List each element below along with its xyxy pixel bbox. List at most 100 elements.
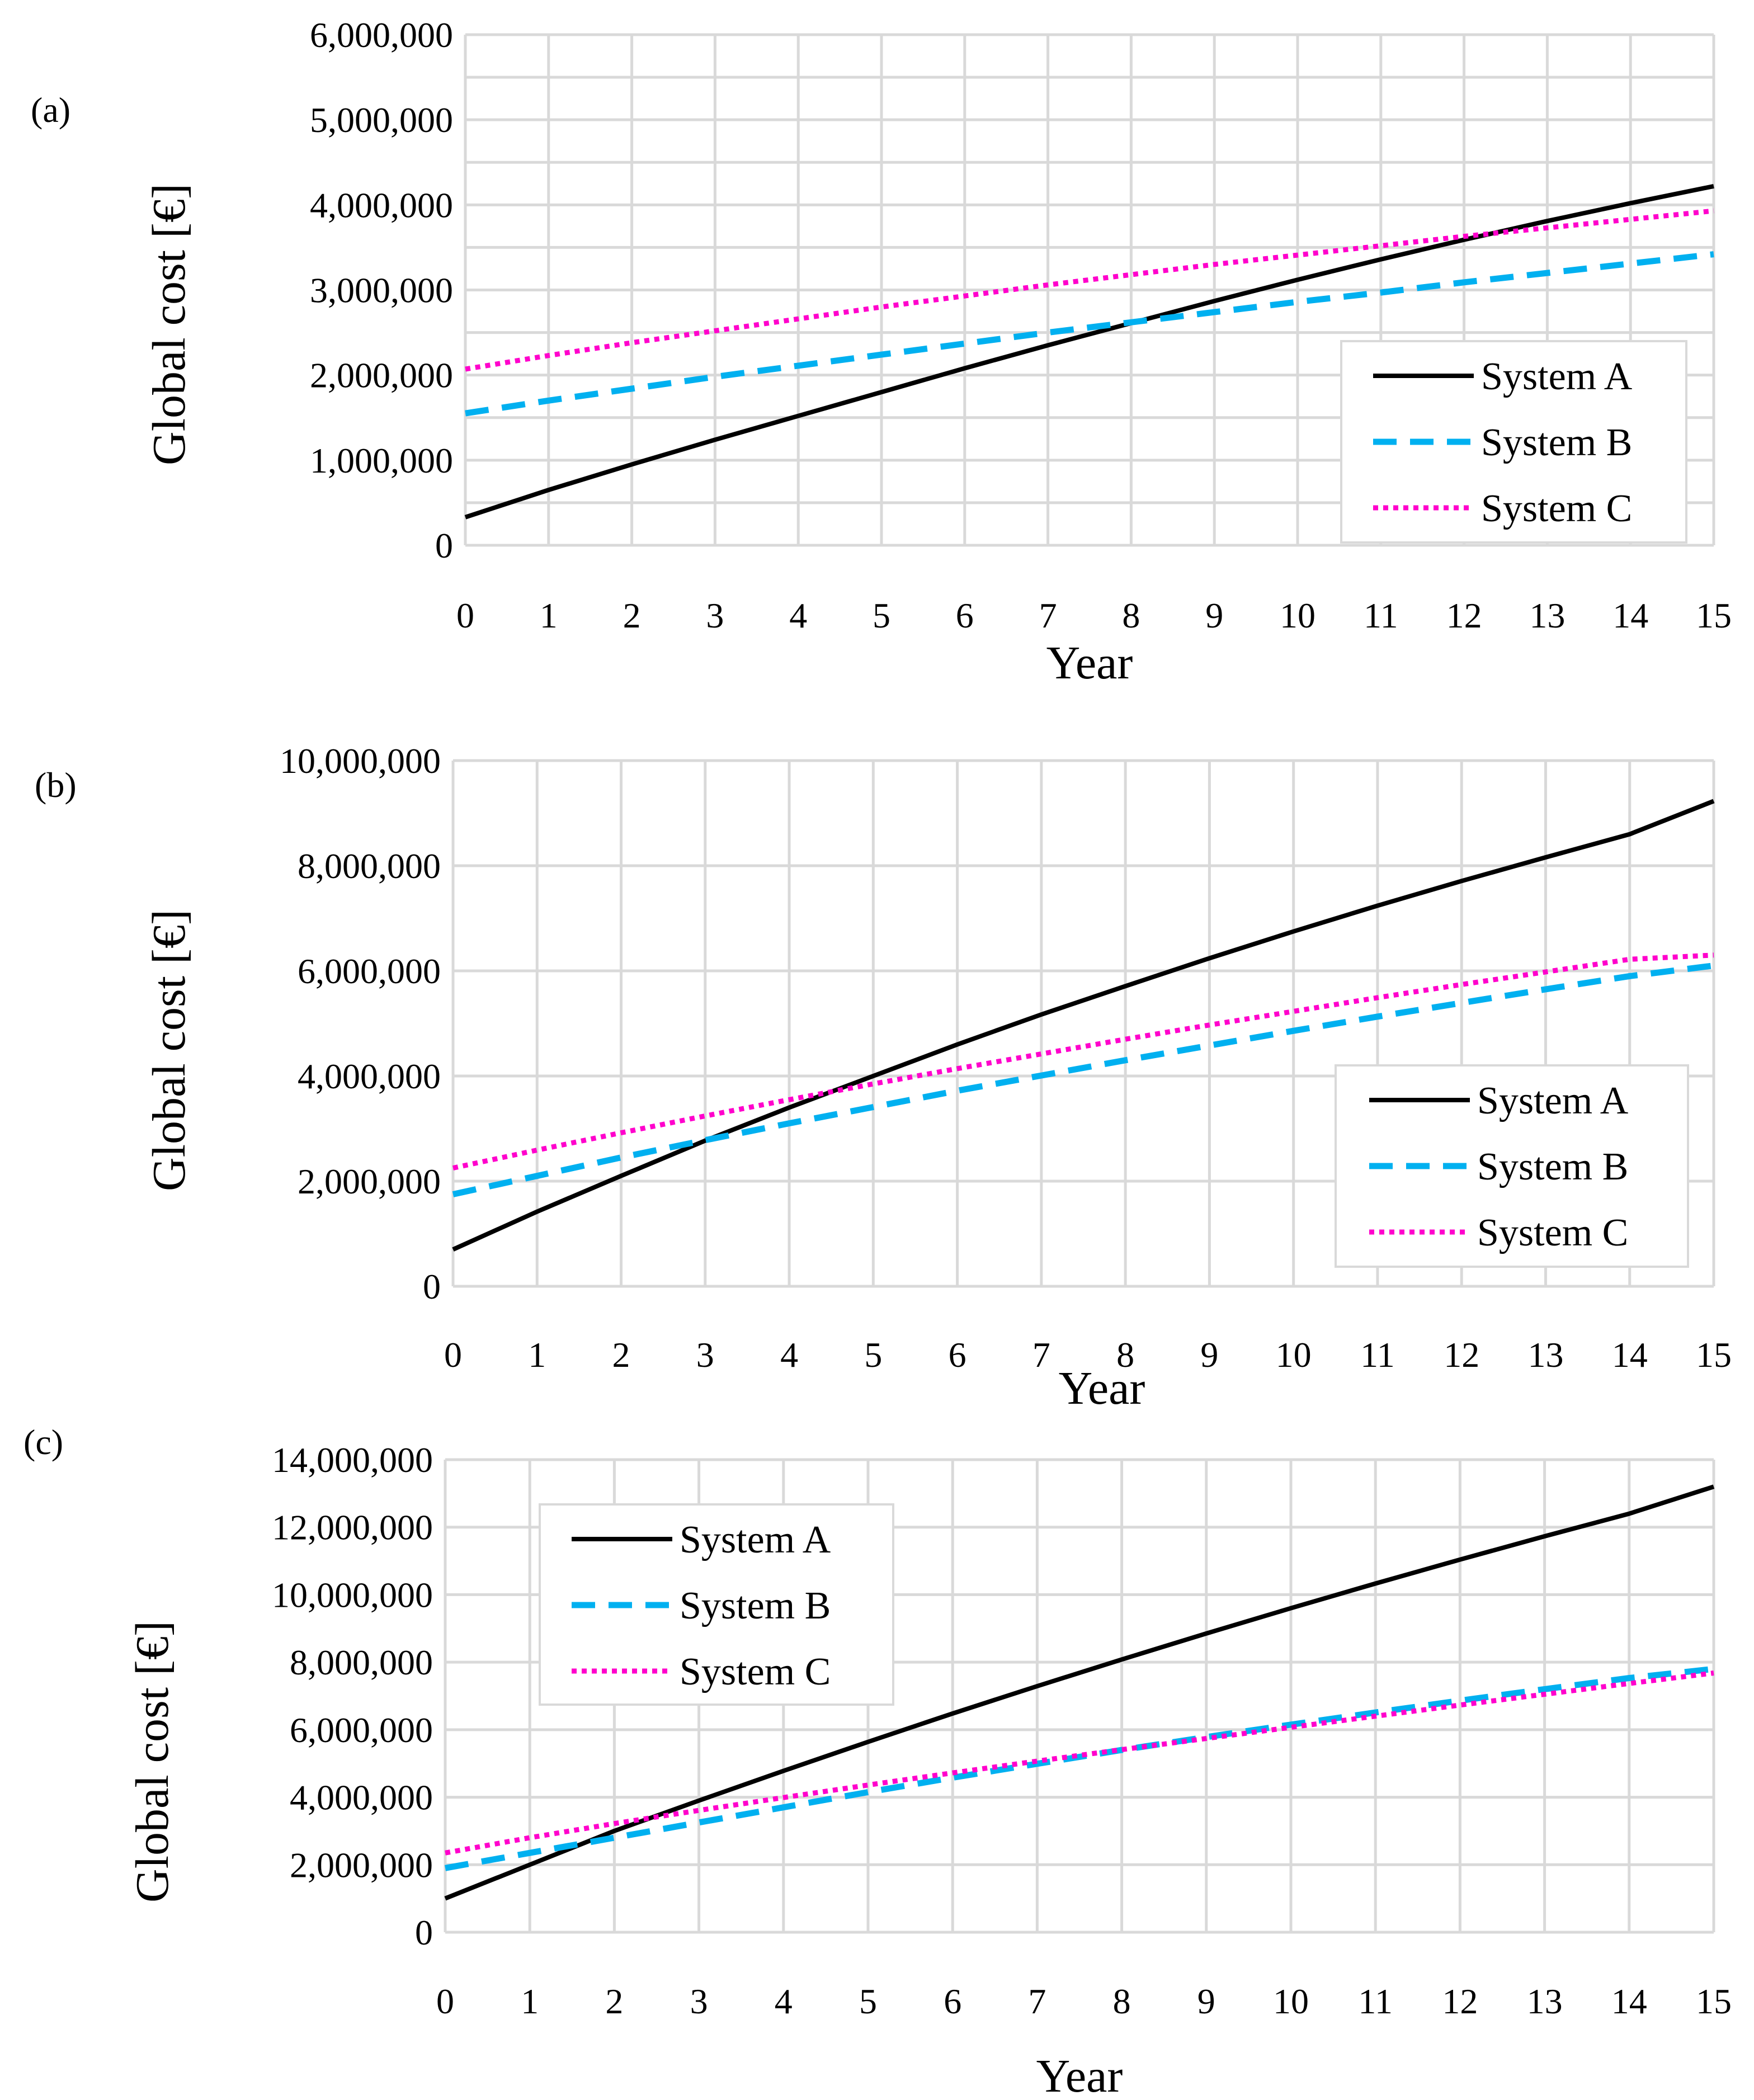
series-line-system-c [452,952,1714,1171]
y-tick-label: 14,000,000 [272,1440,433,1480]
x-tick-label: 8 [1122,596,1140,635]
series-lines [452,799,1715,1252]
series-line-system-c [445,1670,1714,1856]
y-tick-label: 3,000,000 [310,271,453,310]
y-tick-label: 6,000,000 [298,951,441,991]
series-line-system-b [465,251,1714,417]
x-tick-label: 9 [1197,1981,1215,2021]
x-tick-label: 4 [775,1981,793,2021]
x-axis-title: Year [1046,637,1133,689]
x-tick-label: 10 [1280,596,1315,635]
x-tick-label: 1 [521,1981,539,2021]
x-tick-label: 7 [1028,1981,1046,2021]
x-tick-label: 10 [1276,1335,1312,1375]
legend-label-system-a: System A [680,1518,831,1561]
panel-label: (c) [23,1422,63,1462]
x-tick-label: 13 [1527,1981,1563,2021]
y-tick-label: 1,000,000 [310,441,453,480]
y-tick-label: 4,000,000 [290,1778,433,1818]
y-tick-labels: 0 2,000,000 4,000,000 6,000,000 8,000,000 10,… [280,741,441,1306]
x-tick-label: 2 [612,1335,630,1375]
y-tick-label: 10,000,000 [272,1575,433,1615]
series-lines [464,183,1714,520]
x-tick-labels: 0 1 2 3 4 5 6 7 8 9 10 11 12 13 14 15 [444,1335,1732,1375]
x-tick-label: 5 [859,1981,877,2021]
x-tick-label: 13 [1529,596,1565,635]
legend-label-system-b: System B [1477,1145,1628,1188]
y-tick-label: 4,000,000 [298,1056,441,1096]
y-tick-label: 2,000,000 [310,356,453,395]
y-tick-label: 0 [423,1267,441,1306]
x-tick-label: 14 [1611,1981,1647,2021]
legend-label-system-c: System C [1477,1211,1628,1254]
x-tick-label: 4 [780,1335,798,1375]
x-tick-label: 11 [1364,596,1398,635]
y-tick-label: 2,000,000 [290,1845,433,1885]
chart-panel-c: (c) Global cost [€] Year 0 2,000,000 4,000… [23,1422,1732,2100]
legend: System A System B System C [1335,1064,1689,1268]
x-tick-labels: 0 1 2 3 4 5 6 7 8 9 10 11 12 13 14 15 [456,596,1732,635]
x-tick-label: 11 [1360,1335,1395,1375]
legend: System A System B System C [539,1503,894,1706]
x-tick-label: 6 [956,596,974,635]
series-line-system-b [445,1665,1714,1871]
x-tick-label: 11 [1358,1981,1393,2021]
x-tick-label: 12 [1446,596,1482,635]
y-tick-label: 6,000,000 [290,1710,433,1750]
y-tick-label: 5,000,000 [310,100,453,140]
x-axis-title: Year [1036,2050,1123,2100]
y-tick-label: 2,000,000 [298,1162,441,1201]
x-tick-label: 3 [696,1335,714,1375]
y-axis-title: Global cost [€] [143,183,195,465]
y-tick-label: 6,000,000 [310,15,453,55]
x-tick-label: 12 [1444,1335,1479,1375]
x-tick-label: 2 [605,1981,623,2021]
x-tick-label: 9 [1200,1335,1218,1375]
panel-label: (b) [35,765,77,805]
y-tick-label: 8,000,000 [290,1643,433,1682]
x-axis-title: Year [1059,1362,1145,1414]
legend-label-system-c: System C [1481,487,1632,530]
x-tick-label: 10 [1273,1981,1309,2021]
y-tick-label: 0 [415,1913,433,1952]
x-tick-label: 3 [690,1981,708,2021]
x-tick-label: 5 [873,596,890,635]
x-tick-label: 4 [789,596,807,635]
x-tick-label: 1 [528,1335,546,1375]
y-tick-label: 4,000,000 [310,185,453,225]
x-tick-label: 7 [1039,596,1057,635]
y-tick-label: 12,000,000 [272,1508,433,1547]
legend-label-system-a: System A [1481,355,1633,398]
chart-panel-a: (a) Global cost [€] Year 0 1,000,000 2,000… [31,15,1732,689]
series-lines [444,1484,1715,1901]
y-axis-title: Global cost [€] [126,1621,178,1903]
x-tick-label: 6 [944,1981,961,2021]
y-tick-labels: 0 2,000,000 4,000,000 6,000,000 8,000,000 10,… [272,1440,433,1952]
x-tick-label: 12 [1442,1981,1478,2021]
x-tick-label: 3 [706,596,724,635]
y-tick-label: 0 [435,526,453,565]
chart-panel-b: (b) Global cost [€] Year 0 2,000,000 4,000… [35,741,1732,1414]
legend-label-system-c: System C [680,1650,831,1693]
x-tick-label: 9 [1205,596,1223,635]
y-tick-label: 8,000,000 [298,846,441,886]
x-tick-label: 15 [1696,596,1732,635]
legend: System A System B System C [1340,340,1687,544]
x-tick-label: 15 [1696,1335,1732,1375]
series-line-system-a [452,799,1715,1252]
x-tick-label: 7 [1032,1335,1050,1375]
y-tick-label: 10,000,000 [280,741,441,781]
x-tick-label: 2 [623,596,641,635]
panel-label: (a) [31,90,70,130]
x-tick-label: 0 [444,1335,462,1375]
x-tick-label: 5 [864,1335,882,1375]
x-tick-label: 0 [456,596,474,635]
x-tick-label: 8 [1113,1981,1131,2021]
x-tick-label: 15 [1696,1981,1732,2021]
y-tick-labels: 0 1,000,000 2,000,000 3,000,000 4,000,000 5,0… [310,15,453,565]
x-tick-label: 14 [1612,1335,1648,1375]
x-tick-label: 0 [436,1981,454,2021]
legend-label-system-b: System B [1481,421,1632,464]
x-tick-label: 8 [1116,1335,1134,1375]
